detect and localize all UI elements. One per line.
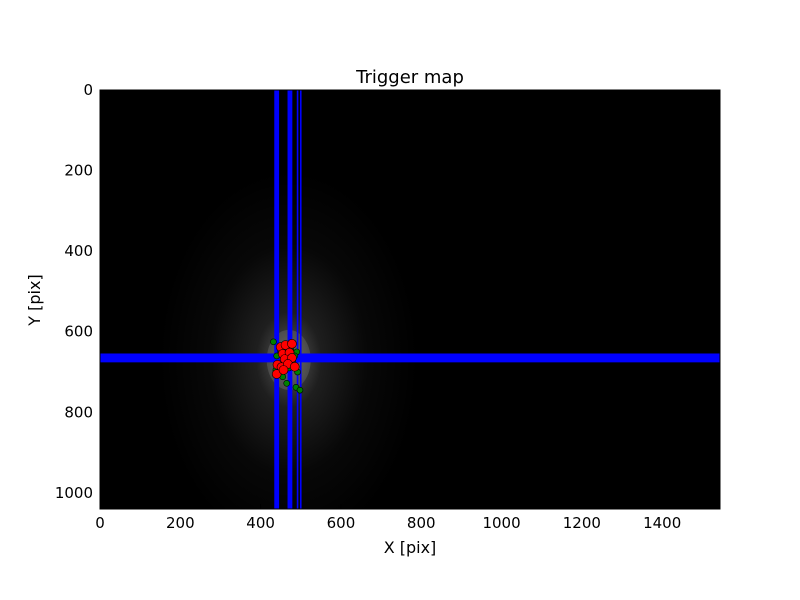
y-tick-label: 200 bbox=[64, 162, 93, 180]
x-tick-label: 0 bbox=[95, 514, 105, 532]
plot-layer bbox=[100, 90, 720, 509]
y-tick-label: 800 bbox=[64, 403, 93, 421]
plot-frame bbox=[99, 89, 721, 510]
x-tick-label: 1400 bbox=[643, 514, 681, 532]
green-point-12 bbox=[283, 379, 291, 387]
x-tick-label: 400 bbox=[246, 514, 275, 532]
x-tick-label: 600 bbox=[327, 514, 356, 532]
green-point-1 bbox=[270, 338, 277, 346]
x-tick-label: 200 bbox=[166, 514, 195, 532]
vertical-line-1 bbox=[274, 90, 280, 509]
y-tick-label: 400 bbox=[64, 242, 93, 260]
x-tick-label: 800 bbox=[407, 514, 436, 532]
x-axis-label: X [pix] bbox=[384, 538, 437, 557]
green-point-15 bbox=[296, 386, 304, 394]
red-point-11 bbox=[289, 361, 300, 372]
y-tick-label: 600 bbox=[64, 323, 93, 341]
y-axis: 0 200 400 600 800 1000 bbox=[55, 81, 720, 502]
horizontal-line-1 bbox=[100, 353, 720, 363]
red-point-3 bbox=[287, 339, 297, 349]
y-axis-label: Y [pix] bbox=[25, 274, 44, 326]
vertical-line-3 bbox=[296, 90, 299, 509]
x-tick-label: 1000 bbox=[482, 514, 520, 532]
y-tick-label: 0 bbox=[83, 81, 93, 99]
vertical-line-2 bbox=[287, 90, 293, 509]
y-tick-label: 1000 bbox=[55, 484, 93, 502]
vertical-line-4 bbox=[299, 90, 302, 509]
red-point-13 bbox=[278, 365, 289, 375]
x-tick-label: 1200 bbox=[563, 514, 601, 532]
x-axis: 0 200 400 600 800 1000 1200 1400 bbox=[95, 90, 681, 532]
chart-title: Trigger map bbox=[355, 67, 464, 88]
